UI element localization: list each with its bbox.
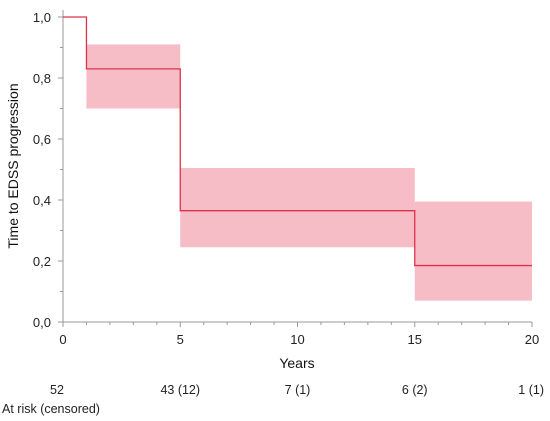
ci-band [180,167,415,248]
confidence-bands [86,44,532,301]
ci-band [414,201,532,301]
x-tick-label: 15 [408,332,422,347]
survival-curve [63,16,532,267]
at-risk-label: At risk (censored) [2,402,100,416]
y-tick-label: 0,2 [33,254,51,269]
x-tick-label: 5 [177,332,184,347]
x-tick-label: 10 [290,332,304,347]
at-risk-count: 7 (1) [285,383,311,397]
y-tick-label: 1,0 [33,10,51,25]
ci-band [86,44,181,109]
y-tick-label: 0,4 [33,193,51,208]
at-risk-count: 43 (12) [160,383,200,397]
at-risk-table: 52 43 (12) 7 (1) 6 (2) 1 (1) [50,383,544,397]
x-tick-label: 0 [59,332,66,347]
x-tick-label: 20 [525,332,539,347]
at-risk-count: 52 [50,383,64,397]
y-tick-label: 0,6 [33,132,51,147]
axis-ticks: 0,0 0,2 0,4 0,6 0,8 1,0 0 5 10 15 20 [33,10,539,347]
y-tick-label: 0,8 [33,71,51,86]
at-risk-count: 1 (1) [518,383,544,397]
survival-step-line [63,16,532,267]
y-axis-title: Time to EDSS progression [5,83,21,248]
x-axis-title: Years [279,355,314,371]
y-tick-label: 0,0 [33,315,51,330]
at-risk-count: 6 (2) [402,383,428,397]
